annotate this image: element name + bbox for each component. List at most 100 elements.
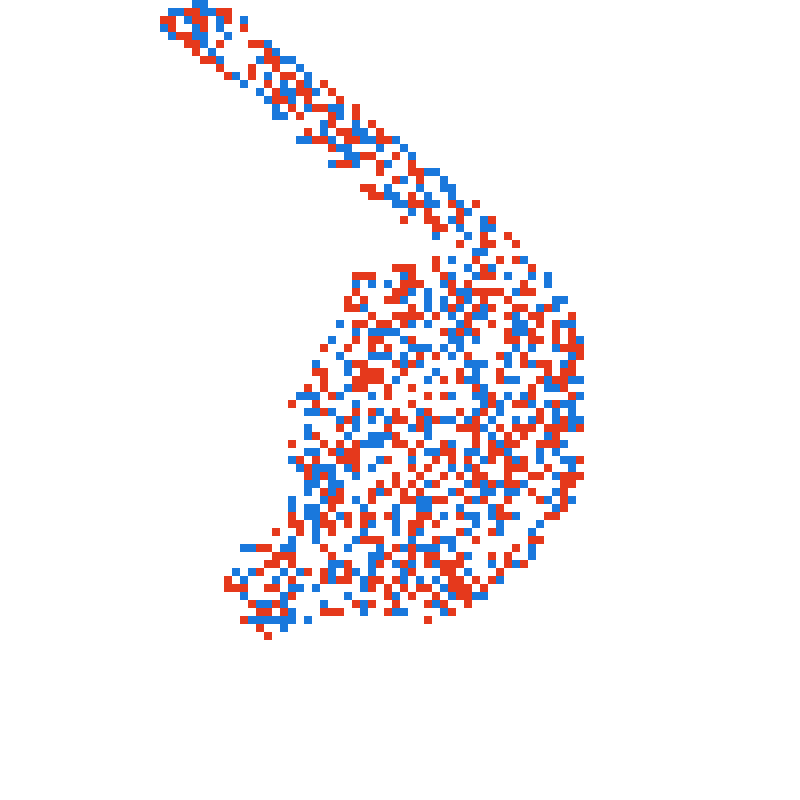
cell [560, 320, 568, 328]
cell [432, 496, 440, 504]
cell [312, 584, 320, 592]
cell [528, 488, 536, 496]
cell [344, 144, 352, 152]
cell [312, 504, 320, 512]
cell [248, 64, 256, 72]
cell [480, 312, 488, 320]
cell [400, 176, 408, 184]
cell [392, 312, 400, 320]
cell [432, 536, 440, 544]
cell [376, 480, 384, 488]
cell [392, 288, 400, 296]
cell [320, 128, 328, 136]
cell [336, 160, 344, 168]
cell [432, 312, 440, 320]
cell [464, 456, 472, 464]
cell [536, 456, 544, 464]
cell [432, 552, 440, 560]
cell [560, 440, 568, 448]
cell [512, 344, 520, 352]
cell [240, 80, 248, 88]
cell [288, 608, 296, 616]
cell [352, 440, 360, 448]
cell [224, 72, 232, 80]
cell [496, 288, 504, 296]
cell [344, 576, 352, 584]
cell [480, 296, 488, 304]
cell [408, 456, 416, 464]
cell [296, 136, 304, 144]
cell [328, 408, 336, 416]
cell [504, 432, 512, 440]
cell [552, 424, 560, 432]
cell [232, 584, 240, 592]
cell [536, 408, 544, 416]
cell [408, 424, 416, 432]
cell [168, 32, 176, 40]
cell [512, 456, 520, 464]
cell [472, 416, 480, 424]
cell [488, 440, 496, 448]
cell [304, 88, 312, 96]
cell [408, 192, 416, 200]
cell [504, 296, 512, 304]
cell [488, 240, 496, 248]
cell [448, 592, 456, 600]
cell [256, 88, 264, 96]
cell [192, 0, 200, 8]
cell [360, 504, 368, 512]
cell [512, 440, 520, 448]
cell [352, 104, 360, 112]
cell [432, 224, 440, 232]
cell [344, 128, 352, 136]
cell [312, 520, 320, 528]
cell [352, 288, 360, 296]
cell [368, 496, 376, 504]
cell [384, 136, 392, 144]
cell [504, 352, 512, 360]
cell [184, 40, 192, 48]
cell [304, 504, 312, 512]
cell [328, 488, 336, 496]
cell [352, 536, 360, 544]
cell [472, 432, 480, 440]
cell [336, 128, 344, 136]
cell [240, 616, 248, 624]
cell [192, 48, 200, 56]
cell [400, 360, 408, 368]
cell [456, 288, 464, 296]
cell [288, 440, 296, 448]
cell [568, 400, 576, 408]
cell [400, 576, 408, 584]
cell [368, 192, 376, 200]
cell [504, 480, 512, 488]
cell [312, 448, 320, 456]
cell [488, 224, 496, 232]
cell [288, 536, 296, 544]
cell [512, 488, 520, 496]
cell [392, 200, 400, 208]
cell [456, 424, 464, 432]
cell [456, 296, 464, 304]
cell [400, 568, 408, 576]
cell [328, 112, 336, 120]
cell [376, 552, 384, 560]
cell [408, 448, 416, 456]
cell [472, 200, 480, 208]
cell [568, 368, 576, 376]
cell [312, 432, 320, 440]
cell [440, 472, 448, 480]
cell [464, 416, 472, 424]
cell [376, 536, 384, 544]
cell [560, 472, 568, 480]
cell [280, 616, 288, 624]
cell [488, 216, 496, 224]
cell [360, 584, 368, 592]
cell [312, 528, 320, 536]
cell [512, 256, 520, 264]
cell [368, 432, 376, 440]
cell [344, 416, 352, 424]
cell [552, 336, 560, 344]
cell [384, 512, 392, 520]
cell [248, 568, 256, 576]
